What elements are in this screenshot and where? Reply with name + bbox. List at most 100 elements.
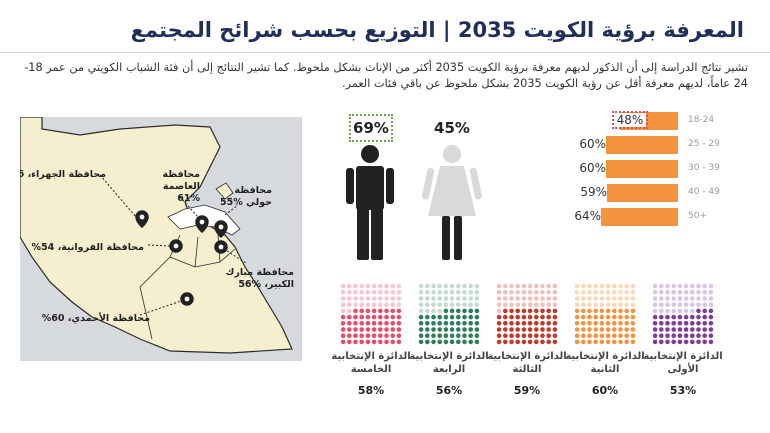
district-dot-empty bbox=[659, 296, 664, 301]
district-dot-filled bbox=[474, 339, 480, 345]
district-dot-empty bbox=[683, 283, 689, 289]
district-dot-empty bbox=[437, 283, 442, 289]
district-dot-filled bbox=[353, 327, 358, 332]
district-dot-filled bbox=[378, 327, 383, 332]
district-dot-empty bbox=[462, 283, 467, 289]
district-dot-empty bbox=[474, 290, 480, 295]
district-dot-empty bbox=[618, 302, 623, 307]
district-dot-filled bbox=[671, 327, 676, 332]
district-dot-empty bbox=[468, 302, 473, 307]
district-dot-filled bbox=[624, 333, 629, 338]
district-dot-empty bbox=[365, 302, 371, 307]
district-dot-filled bbox=[599, 327, 605, 332]
district-dot-filled bbox=[624, 308, 629, 314]
district-dot-filled bbox=[431, 314, 436, 320]
district-dot-empty bbox=[624, 296, 629, 301]
district-dot-filled bbox=[384, 339, 389, 345]
district-dot-empty bbox=[581, 283, 586, 289]
district-dot-empty bbox=[671, 308, 676, 314]
district-dot-empty bbox=[683, 302, 689, 307]
district-dot-filled bbox=[509, 339, 514, 345]
district-dot-filled bbox=[347, 314, 352, 320]
district-dot-empty bbox=[630, 296, 636, 301]
age-bar-value: 48% bbox=[612, 111, 648, 129]
district-dot-filled bbox=[431, 333, 436, 338]
district-dot-filled bbox=[509, 308, 514, 314]
district-dot-filled bbox=[371, 314, 377, 320]
district-dot-empty bbox=[612, 302, 617, 307]
district-dot-empty bbox=[527, 290, 533, 295]
district-dot-empty bbox=[390, 302, 395, 307]
district-dot-filled bbox=[468, 339, 473, 345]
district-dot-empty bbox=[378, 302, 383, 307]
district-dot-filled bbox=[683, 314, 689, 320]
district-dot-empty bbox=[347, 296, 352, 301]
district-dot-empty bbox=[456, 296, 461, 301]
district-dot-filled bbox=[665, 321, 670, 326]
district-dot-filled bbox=[624, 321, 629, 326]
district-dot-empty bbox=[521, 283, 527, 289]
district-dot-filled bbox=[468, 327, 473, 332]
district-dot-empty bbox=[353, 290, 358, 295]
district-dot-filled bbox=[456, 327, 461, 332]
district-dot-empty bbox=[671, 302, 676, 307]
district-dot-empty bbox=[521, 296, 527, 301]
district-dot-filled bbox=[390, 308, 395, 314]
district-dot-filled bbox=[581, 308, 586, 314]
district-dot-filled bbox=[612, 314, 617, 320]
district-dot-empty bbox=[618, 290, 623, 295]
district-dot-filled bbox=[365, 321, 371, 326]
district-dot-empty bbox=[503, 302, 508, 307]
district-dot-empty bbox=[449, 290, 455, 295]
district-dot-empty bbox=[546, 302, 551, 307]
page-subtitle: تشير نتائج الدراسة إلى أن الذكور لديهم م… bbox=[24, 61, 748, 90]
district-dot-empty bbox=[474, 296, 480, 301]
district-dot-filled bbox=[652, 321, 658, 326]
district-dot-filled bbox=[418, 314, 424, 320]
district-dot-empty bbox=[581, 302, 586, 307]
district-dot-filled bbox=[396, 333, 402, 338]
district-dot-filled bbox=[449, 339, 455, 345]
district-dot-empty bbox=[552, 283, 558, 289]
district-dot-empty bbox=[527, 302, 533, 307]
district-dot-empty bbox=[624, 283, 629, 289]
district-dot-filled bbox=[378, 308, 383, 314]
district-percentage: 56% bbox=[435, 384, 463, 397]
district-dot-filled bbox=[540, 327, 545, 332]
district-dot-filled bbox=[534, 339, 539, 345]
district-dot-filled bbox=[702, 308, 707, 314]
district-dot-filled bbox=[456, 321, 461, 326]
district-label: الدائرة الإنتخابية الخامسة bbox=[331, 351, 411, 375]
district-dot-empty bbox=[496, 283, 502, 289]
district-dot-filled bbox=[690, 314, 695, 320]
district-dot-empty bbox=[425, 296, 430, 301]
district-dot-empty bbox=[574, 302, 580, 307]
district-dot-filled bbox=[696, 321, 701, 326]
district-dot-empty bbox=[702, 290, 707, 295]
district-dot-filled bbox=[418, 339, 424, 345]
district-dot-filled bbox=[396, 327, 402, 332]
district-dot-empty bbox=[574, 296, 580, 301]
district-dot-empty bbox=[425, 302, 430, 307]
district-dot-empty bbox=[708, 302, 714, 307]
district-dot-filled bbox=[690, 339, 695, 345]
district-dot-filled bbox=[593, 327, 598, 332]
district-dot-empty bbox=[384, 290, 389, 295]
district-dot-filled bbox=[437, 333, 442, 338]
district-dot-filled bbox=[340, 333, 346, 338]
district-dot-filled bbox=[624, 314, 629, 320]
district-dot-empty bbox=[378, 283, 383, 289]
district-dot-empty bbox=[540, 302, 545, 307]
district-label: الدائرة الإنتخابية الأولى bbox=[643, 351, 723, 375]
district-dot-filled bbox=[652, 339, 658, 345]
district-dot-filled bbox=[683, 321, 689, 326]
district-dot-filled bbox=[521, 314, 527, 320]
district-dot-empty bbox=[587, 302, 592, 307]
district-dot-filled bbox=[587, 321, 592, 326]
district-percentage: 58% bbox=[357, 384, 385, 397]
district-dot-empty bbox=[521, 290, 527, 295]
district-dot-empty bbox=[527, 283, 533, 289]
district-dot-empty bbox=[418, 302, 424, 307]
district-dot-filled bbox=[677, 314, 683, 320]
district-dot-filled bbox=[443, 333, 449, 338]
